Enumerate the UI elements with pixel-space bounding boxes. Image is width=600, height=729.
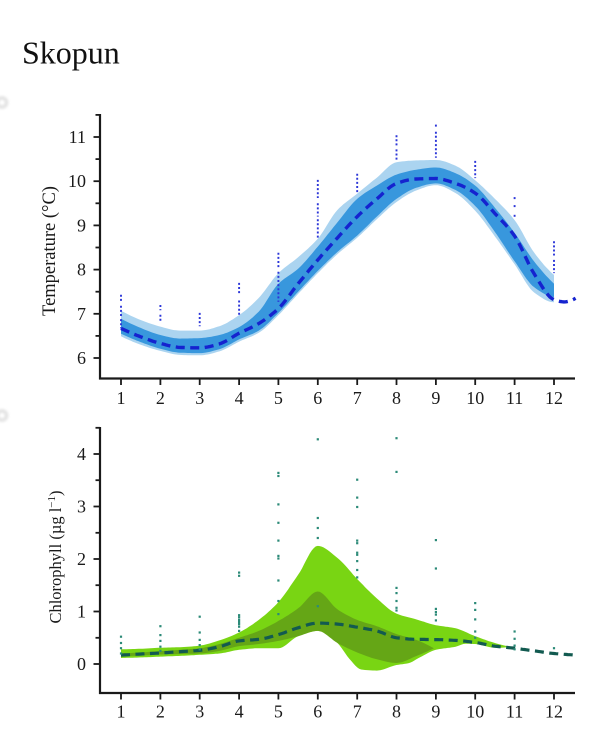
svg-text:2: 2 [156,388,165,408]
svg-text:3: 3 [195,388,204,408]
svg-text:9: 9 [77,215,86,235]
svg-text:1: 1 [77,602,86,622]
svg-text:5: 5 [274,702,283,722]
svg-text:10: 10 [466,388,484,408]
svg-text:3: 3 [195,702,204,722]
svg-text:Temperature (°C): Temperature (°C) [40,186,60,316]
svg-text:11: 11 [506,388,523,408]
svg-text:9: 9 [431,388,440,408]
svg-text:4: 4 [235,702,244,722]
svg-text:6: 6 [313,702,322,722]
svg-text:8: 8 [392,388,401,408]
svg-text:0: 0 [77,654,86,674]
svg-text:Chlorophyll (µg l−1): Chlorophyll (µg l−1) [46,490,65,623]
svg-text:6: 6 [77,348,86,368]
svg-text:1: 1 [117,702,126,722]
svg-text:6: 6 [313,388,322,408]
svg-text:8: 8 [77,260,86,280]
svg-text:7: 7 [353,702,362,722]
svg-text:4: 4 [235,388,244,408]
svg-text:10: 10 [466,702,484,722]
svg-text:8: 8 [392,702,401,722]
svg-text:7: 7 [353,388,362,408]
svg-text:2: 2 [156,702,165,722]
svg-text:3: 3 [77,497,86,517]
svg-text:4: 4 [77,444,86,464]
svg-text:2: 2 [77,549,86,569]
svg-text:7: 7 [77,304,86,324]
svg-text:10: 10 [68,171,86,191]
svg-text:12: 12 [545,388,563,408]
svg-text:Skopun: Skopun [22,35,120,71]
svg-text:5: 5 [274,388,283,408]
svg-text:12: 12 [545,702,563,722]
svg-text:1: 1 [117,388,126,408]
svg-text:11: 11 [506,702,523,722]
svg-text:11: 11 [69,127,86,147]
svg-text:9: 9 [431,702,440,722]
